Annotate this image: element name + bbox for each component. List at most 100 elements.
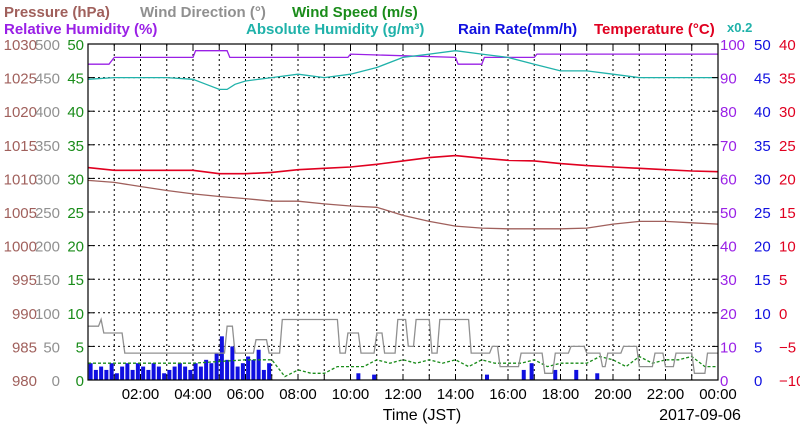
y-tick-label: 10 xyxy=(754,306,771,323)
y-tick-label: 60 xyxy=(720,171,737,188)
x-tick-label: 22:00 xyxy=(647,386,685,403)
y-tick-label: 1000 xyxy=(4,239,37,256)
y-tick-label: 30 xyxy=(754,171,771,188)
y-tick-label: 500 xyxy=(35,37,60,54)
y-tick-label: 10 xyxy=(720,339,737,356)
rain-bar xyxy=(356,373,361,380)
rain-bar xyxy=(188,369,193,380)
y-tick-label: 40 xyxy=(779,37,796,54)
y-tick-label: 1020 xyxy=(4,104,37,121)
y-tick-label: 30 xyxy=(67,171,84,188)
y-tick-label: 15 xyxy=(67,272,84,289)
x-tick-label: 12:00 xyxy=(384,386,422,403)
data-layer xyxy=(87,50,719,380)
x-tick-label: 04:00 xyxy=(174,386,212,403)
y-tick-label: 20 xyxy=(720,306,737,323)
y-tick-label: 20 xyxy=(779,171,796,188)
series-line xyxy=(87,50,718,91)
y-tick-label: 980 xyxy=(12,373,37,390)
y-tick-label: 400 xyxy=(35,104,60,121)
y-tick-label: 150 xyxy=(35,272,60,289)
series-line xyxy=(87,154,719,175)
rain-bar xyxy=(167,369,172,380)
rain-bar xyxy=(521,369,526,380)
y-tick-label: 300 xyxy=(35,171,60,188)
y-tick-label: 0 xyxy=(720,373,728,390)
series-line xyxy=(87,179,719,230)
rain-bar xyxy=(214,353,219,380)
y-tick-label: 25 xyxy=(67,205,84,222)
y-tick-label: 20 xyxy=(754,239,771,256)
y-tick-label: 10 xyxy=(67,306,84,323)
x-tick-label: 20:00 xyxy=(594,386,632,403)
rain-bar xyxy=(225,359,230,380)
grid xyxy=(88,44,718,380)
x-tick-label: 10:00 xyxy=(332,386,370,403)
rain-bar xyxy=(198,366,203,380)
y-tick-label: 0 xyxy=(52,373,60,390)
y-tick-label: 0 xyxy=(779,306,787,323)
y-tick-label: 1030 xyxy=(4,37,37,54)
rain-bar xyxy=(485,374,489,380)
rain-bar xyxy=(141,366,146,380)
y-tick-label: 15 xyxy=(779,205,796,222)
rain-bar xyxy=(251,359,256,380)
y-tick-label: 40 xyxy=(67,104,84,121)
y-tick-label: 1005 xyxy=(4,205,37,222)
x-tick-label: 18:00 xyxy=(542,386,580,403)
rain-bar xyxy=(130,369,135,380)
y-tick-label: −5 xyxy=(779,339,796,356)
y-tick-label: 350 xyxy=(35,138,60,155)
x-tick-label: 00:00 xyxy=(699,386,737,403)
legend-item: Rain Rate(mm/h) xyxy=(458,21,577,38)
rain-bar xyxy=(553,369,558,380)
axes-layer: 1030102510201015101010051000995990985980… xyxy=(4,37,800,403)
y-tick-label: 90 xyxy=(720,71,737,88)
y-tick-label: 985 xyxy=(12,339,37,356)
x-tick-label: 16:00 xyxy=(489,386,527,403)
y-tick-label: 50 xyxy=(67,37,84,54)
x-tick-label: 02:00 xyxy=(122,386,160,403)
x-tick-label: 08:00 xyxy=(279,386,317,403)
y-tick-label: 20 xyxy=(67,239,84,256)
rain-bar xyxy=(240,363,245,380)
y-tick-label: 30 xyxy=(779,104,796,121)
rain-bar xyxy=(246,356,251,380)
rain-bar xyxy=(193,363,198,380)
series-line xyxy=(88,355,718,378)
y-tick-label: 15 xyxy=(754,272,771,289)
y-tick-label: 5 xyxy=(754,339,762,356)
rain-bar xyxy=(372,374,377,380)
legend-item: Wind Speed (m/s) xyxy=(292,4,418,21)
y-tick-label: 450 xyxy=(35,71,60,88)
legend: Pressure (hPa) Wind Direction (°) Wind Spe… xyxy=(4,4,752,38)
rain-bar xyxy=(261,369,266,380)
y-tick-label: −10 xyxy=(779,373,800,390)
x-tick-label: 14:00 xyxy=(437,386,475,403)
rain-bar xyxy=(104,369,109,380)
y-tick-label: 25 xyxy=(754,205,771,222)
y-tick-label: 80 xyxy=(720,104,737,121)
y-tick-label: 50 xyxy=(754,37,771,54)
rain-bar xyxy=(595,373,600,380)
y-tick-label: 40 xyxy=(720,239,737,256)
rain-bar xyxy=(219,336,224,380)
y-tick-label: 1010 xyxy=(4,171,37,188)
rain-bar xyxy=(135,363,140,380)
y-tick-label: 40 xyxy=(754,104,771,121)
rain-bar xyxy=(93,369,98,380)
rain-bar xyxy=(267,363,272,380)
scale-note-label: x0.2 xyxy=(727,20,752,35)
y-tick-label: 995 xyxy=(12,272,37,289)
rain-bar xyxy=(88,363,93,380)
rain-bar xyxy=(183,366,188,380)
rain-bar xyxy=(162,373,167,380)
x-axis-label: Time (JST) xyxy=(383,407,462,424)
rain-bar xyxy=(114,373,119,380)
legend-item: Wind Direction (°) xyxy=(140,4,266,21)
legend-item: Temperature (°C) xyxy=(594,21,715,38)
date-label: 2017-09-06 xyxy=(659,407,741,424)
y-tick-label: 100 xyxy=(720,37,745,54)
rain-bar xyxy=(172,366,177,380)
y-tick-label: 50 xyxy=(43,339,60,356)
